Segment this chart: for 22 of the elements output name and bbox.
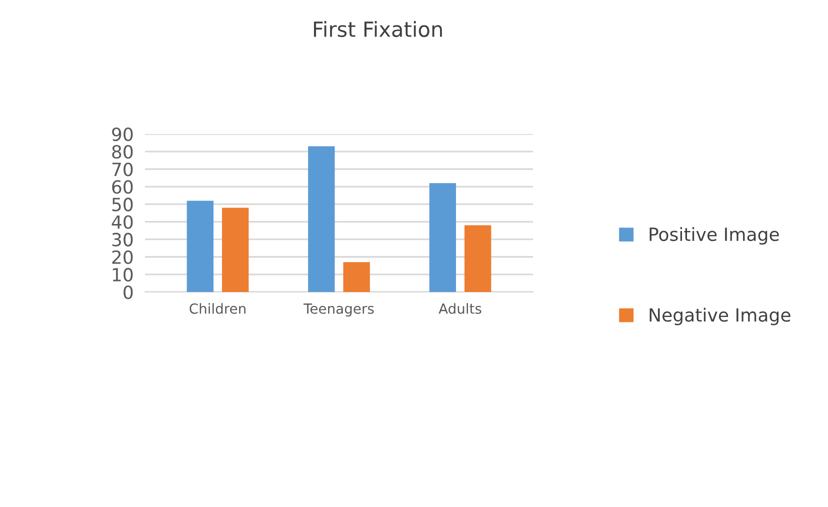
bar — [308, 146, 335, 292]
y-tick-label: 0 — [124, 285, 133, 300]
y-tick-label: 90 — [112, 127, 133, 142]
x-tick-label: Teenagers — [304, 304, 374, 317]
y-tick-label: 70 — [112, 162, 133, 176]
legend-label: Negative Image — [650, 308, 790, 326]
bar — [186, 200, 214, 292]
legend-label: Positive Image — [650, 227, 779, 245]
y-tick-label: 30 — [112, 232, 133, 246]
y-tick-label: 50 — [112, 198, 133, 212]
chart-title: First Fixation — [314, 20, 442, 38]
y-tick-label: 80 — [112, 145, 133, 159]
bar — [222, 208, 249, 292]
y-tick-label: 60 — [112, 180, 133, 194]
bar — [343, 262, 370, 292]
y-tick-label: 20 — [112, 250, 133, 264]
bar — [429, 183, 456, 292]
y-tick-label: 40 — [112, 215, 133, 229]
y-tick-label: 10 — [112, 268, 133, 282]
x-tick-label: Adults — [438, 303, 482, 314]
x-tick-label: Children — [190, 303, 246, 314]
bar — [464, 225, 492, 292]
